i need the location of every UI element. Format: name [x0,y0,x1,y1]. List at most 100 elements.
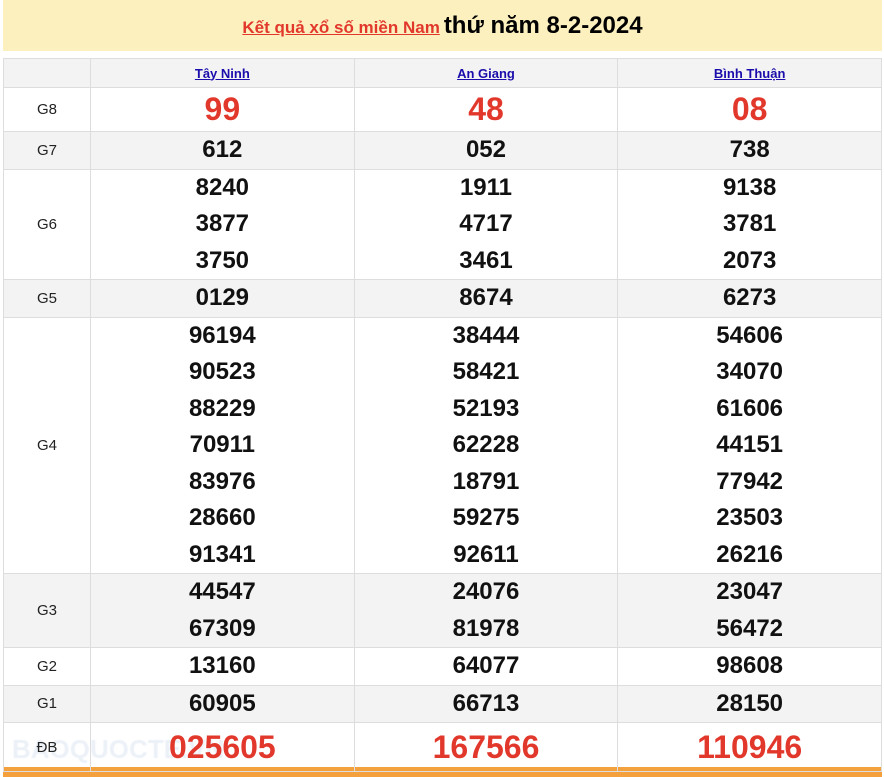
prize-number: 8240 [195,173,250,201]
prize-number: 77942 [716,467,784,495]
prize-number: 66713 [452,689,520,717]
prize-cell: 6273 [617,279,882,318]
province-link[interactable]: Tây Ninh [194,65,250,81]
prize-number: 8674 [459,284,513,311]
prize-number: 60905 [188,689,256,717]
prize-number: 052 [465,136,506,163]
prize-number: 0129 [195,284,250,311]
page-title: Kết quả xổ số miền Nam thứ năm 8-2-2024 [3,0,882,51]
province-link[interactable]: Bình Thuận [713,65,786,81]
prize-cell: 54606 34070 61606 44151 77942 23503 26216 [617,316,882,574]
prize-cell: 28150 [617,684,882,723]
prize-number: 110946 [697,729,803,765]
prize-cell: 98608 [617,647,882,686]
prize-cell: 1911 4717 3461 [353,168,619,280]
prize-cell: 8240 3877 3750 [90,168,355,280]
prize-number: 3750 [195,246,250,274]
prize-cell: 0129 [90,279,355,318]
prize-label: G3 [3,573,91,648]
prize-number: 6273 [722,284,777,311]
prize-cell: 96194 90523 88229 70911 83976 28660 91341 [90,316,355,574]
prize-cell: 08 [617,87,882,132]
prize-number: 44151 [716,431,784,458]
prize-row: G3 44547 67309 24076 81978 23047 56472 [3,573,882,648]
prize-number: 3461 [459,246,513,274]
results-link[interactable]: Kết quả xổ số miền Nam [242,18,440,37]
prize-label: G2 [3,647,91,686]
prize-number: 91341 [188,540,256,568]
prize-number: 52193 [452,394,520,422]
prize-number: 34070 [716,358,784,385]
prize-cell: 44547 67309 [90,573,355,648]
prize-number: 56472 [716,614,784,642]
prize-cell: 9138 3781 2073 [617,168,882,280]
prize-cell: 60905 [90,684,355,723]
prize-cell: 025605 [90,722,355,772]
prize-cell: 110946 [617,722,882,772]
prize-number: 54606 [716,321,784,349]
prize-number: 83976 [188,467,256,495]
prize-number: 64077 [452,652,520,679]
prize-number: 13160 [188,652,256,679]
prize-number: 167566 [432,729,540,765]
prize-number: 23503 [716,504,784,531]
prize-cell: 64077 [353,647,619,686]
prize-label: G5 [3,279,91,318]
prize-number: 90523 [188,358,256,385]
prize-number: 38444 [452,321,520,349]
prize-label: G6 [3,168,91,280]
prize-cell: 167566 [353,722,619,772]
prize-number: 9138 [722,173,777,201]
prize-row: G1 60905 66713 28150 [3,684,882,723]
prize-number: 62228 [452,431,520,458]
prize-cell: 99 [90,87,355,132]
prize-cell: 23047 56472 [617,573,882,648]
prize-label: G4 [3,316,91,574]
prize-row: G2 13160 64077 98608 [3,647,882,686]
prize-cell: 612 [90,131,355,170]
results-table: Tây Ninh An Giang Bình Thuận G8 99 48 08 G7 6… [3,58,882,772]
prize-label: G8 [3,87,91,132]
prize-number: 26216 [716,540,784,568]
prize-number: 70911 [189,431,256,458]
footer-bar [3,767,882,777]
prize-number: 24076 [452,578,520,605]
prize-label: G1 [3,684,91,723]
prize-number: 98608 [716,652,784,679]
prize-cell: 48 [353,87,619,132]
prize-number: 3877 [195,210,250,237]
prize-cell: 738 [617,131,882,170]
prize-cell: 8674 [353,279,619,318]
prize-number: 59275 [452,504,520,531]
prize-number: 61606 [716,394,784,422]
prize-number: 4717 [459,210,513,237]
prize-number: 99 [204,91,241,127]
prize-cell: 24076 81978 [353,573,619,648]
prize-number: 96194 [188,321,256,349]
prize-row: G7 612 052 738 [3,131,882,170]
prize-number: 28660 [188,504,256,531]
prize-row: G6 8240 3877 3750 1911 4717 3461 9138 3781 2073 [3,168,882,280]
prize-number: 44547 [188,578,256,605]
prize-number: 1911 [459,173,513,201]
prize-row: G4 96194 90523 88229 70911 83976 28660 91341 384… [3,316,882,574]
prize-cell: 13160 [90,647,355,686]
prize-cell: 38444 58421 52193 62228 18791 59275 92611 [353,316,619,574]
prize-number: 612 [202,136,243,163]
prize-number: 025605 [168,729,276,765]
prize-number: 67309 [188,614,256,642]
corner-cell [3,58,91,88]
prize-cell: 66713 [353,684,619,723]
prize-row: G5 0129 8674 6273 [3,279,882,318]
prize-number: 23047 [716,578,784,605]
province-link[interactable]: An Giang [457,65,515,81]
prize-label: G7 [3,131,91,170]
prize-number: 08 [731,91,768,127]
prize-row: ĐB 025605 167566 110946 [3,722,882,772]
prize-number: 18791 [452,467,520,495]
prize-number: 88229 [188,394,256,422]
prize-number: 48 [468,91,504,127]
prize-number: 3781 [722,210,777,237]
prize-label: ĐB [3,722,91,772]
prize-number: 92611 [453,540,519,568]
